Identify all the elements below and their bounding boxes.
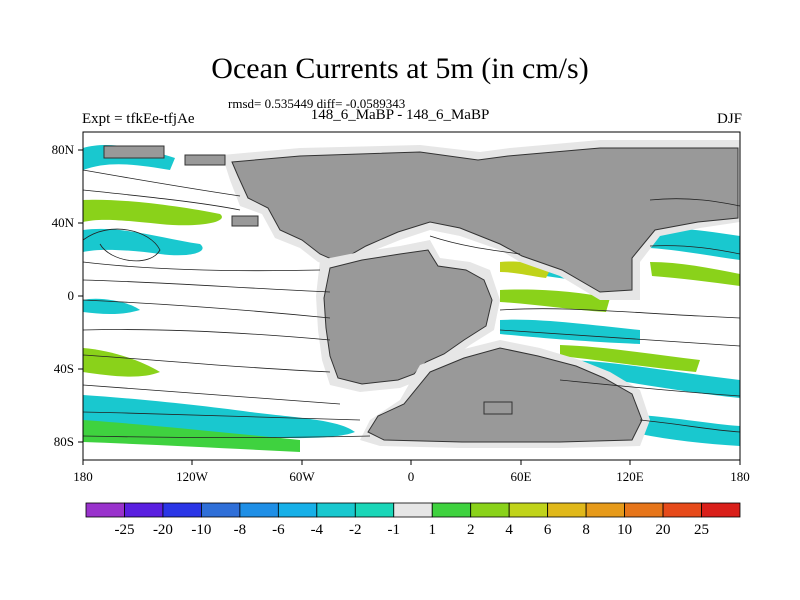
colorbar-swatch xyxy=(239,502,279,518)
island xyxy=(231,215,259,227)
shaded-fields xyxy=(83,132,740,460)
colorbar-label: 25 xyxy=(694,522,709,538)
y-axis: 80N 40N 0 40S 80S xyxy=(52,142,83,449)
x-tick-label: 60E xyxy=(511,469,532,484)
colorbar-swatch xyxy=(585,502,625,518)
land-gondwana-east xyxy=(367,347,643,443)
colorbar-label: -10 xyxy=(191,522,211,538)
experiment-label: Expt = tfkEe-tfjAe xyxy=(82,111,195,127)
colorbar-swatch xyxy=(85,502,125,518)
negative-anomaly-patch xyxy=(560,360,740,398)
negative-anomaly-patch xyxy=(500,319,640,344)
island xyxy=(103,145,165,159)
colorbar-label: 20 xyxy=(656,522,671,538)
colorbar-swatch xyxy=(470,502,510,518)
colorbar-swatch xyxy=(547,502,587,518)
map-title: Ocean Currents at 5m (in cm/s) xyxy=(211,52,589,85)
colorbar-label: -25 xyxy=(114,522,134,538)
x-tick-label: 120E xyxy=(616,469,644,484)
stats-line: rmsd= 0.535449 diff= -0.0589343 xyxy=(228,96,406,111)
positive-anomaly-patch xyxy=(83,348,160,377)
colorbar-swatch xyxy=(624,502,664,518)
x-tick-label: 60W xyxy=(289,469,315,484)
colorbar-swatch xyxy=(354,502,395,518)
colorbar-label: 4 xyxy=(505,522,513,538)
colorbar-label: 2 xyxy=(467,522,475,538)
x-tick-label: 180 xyxy=(73,469,93,484)
current-streamlines xyxy=(83,169,740,438)
positive-anomaly-patch xyxy=(83,199,222,226)
y-tick-label: 80S xyxy=(54,434,74,449)
colorbar-label: -6 xyxy=(272,522,285,538)
y-tick-label: 40N xyxy=(52,215,75,230)
negative-anomaly-patch xyxy=(650,228,740,260)
positive-anomaly-patch xyxy=(500,289,610,312)
colorbar-label: 8 xyxy=(582,522,590,538)
positive-anomaly-patch xyxy=(83,420,300,452)
colorbar-label: -2 xyxy=(349,522,362,538)
negative-anomaly-patch xyxy=(83,298,140,314)
period-label: 148_6_MaBP - 148_6_MaBP xyxy=(310,107,490,123)
x-axis: 180 120W 60W 0 60E 120E 180 xyxy=(73,460,750,484)
y-tick-label: 80N xyxy=(52,142,75,157)
colorbar-swatch xyxy=(431,502,472,518)
y-tick-label: 40S xyxy=(54,361,74,376)
colorbar-swatch xyxy=(316,502,356,518)
land-laurasia xyxy=(231,147,739,293)
island xyxy=(483,401,513,415)
colorbar-label: 6 xyxy=(544,522,552,538)
colorbar-swatch xyxy=(124,502,164,518)
island xyxy=(184,154,226,166)
colorbar-swatch xyxy=(162,502,202,518)
colorbar-swatch xyxy=(393,502,433,518)
colorbar-swatch xyxy=(277,502,318,518)
colorbar-label: -20 xyxy=(153,522,173,538)
x-tick-label: 0 xyxy=(408,469,415,484)
x-tick-label: 120W xyxy=(176,469,209,484)
land-gondwana-west xyxy=(323,249,493,385)
y-tick-label: 0 xyxy=(68,288,75,303)
colorbar-swatch xyxy=(701,502,741,518)
colorbar-label: -4 xyxy=(311,522,324,538)
colorbar-label: -1 xyxy=(388,522,401,538)
colorbar-label: 10 xyxy=(617,522,632,538)
season-label: DJF xyxy=(716,111,742,127)
colorbar-label: 1 xyxy=(428,522,436,538)
colorbar-label: -8 xyxy=(234,522,247,538)
negative-anomaly-patch xyxy=(83,228,203,256)
positive-anomaly-patch xyxy=(560,345,700,372)
x-tick-label: 180 xyxy=(730,469,750,484)
colorbar: -25 -20 -10 -8 -6 -4 -2 -1 1 2 4 6 8 10 20 25 xyxy=(85,502,741,538)
colorbar-swatch xyxy=(201,502,241,518)
colorbar-swatch xyxy=(508,502,549,518)
colorbar-swatch xyxy=(662,502,702,518)
positive-anomaly-patch xyxy=(650,262,740,286)
